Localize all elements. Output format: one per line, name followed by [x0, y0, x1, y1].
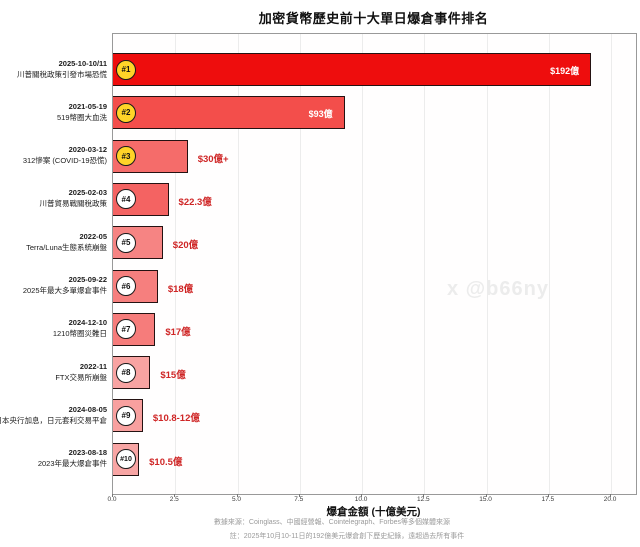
category-label: 2025-02-03 川普貿易戰關稅政策 [40, 187, 108, 209]
event-description: Terra/Luna生態系統崩盤 [26, 242, 107, 252]
tick-label: 15.0 [479, 496, 492, 503]
category-label: 2021-05-19 519幣圈大血洗 [57, 101, 107, 123]
category-label: 2025-10-10/11 川普關稅政策引發市場恐慌 [17, 58, 107, 80]
category-label: 2020-03-12 312慘案 (COVID-19恐慌) [23, 144, 107, 166]
tick-label: 2.5 [169, 496, 179, 503]
tick-label: 17.5 [541, 496, 555, 503]
event-date: 2020-03-12 [68, 145, 107, 155]
bar-rank-4 [113, 182, 169, 216]
value-label: $17億 [165, 326, 191, 338]
value-label: $18億 [167, 283, 194, 295]
event-description: 1210幣圈災難日 [52, 329, 107, 339]
tick-mark [236, 494, 238, 497]
category-label: 2023-08-18 2023年最大爆倉事件 [38, 447, 107, 469]
value-label: $30億+ [197, 153, 229, 165]
tick-mark [112, 494, 113, 497]
event-description: 2025年最大多單爆倉事件 [22, 286, 107, 295]
value-label: $10.5億 [149, 456, 183, 468]
rank-badge: #6 [116, 276, 136, 296]
event-description: 519幣圈大血洗 [56, 112, 107, 122]
x-axis-title: 爆倉金額 (十億美元) [326, 506, 421, 518]
event-description: 川普貿易戰關稅政策 [39, 199, 108, 209]
chart-title: 加密貨幣歷史前十大單日爆倉事件排名 [258, 11, 489, 26]
footnote: 註：2025年10月10-11日的192億美元爆倉創下歷史紀錄，遠超過去所有事件 [229, 533, 465, 540]
rank-badge: #9 [116, 405, 136, 426]
rank-badge: #7 [116, 319, 136, 340]
tick-mark [610, 494, 612, 497]
event-description: 日本央行加息，日元套利交易平倉 [0, 415, 107, 425]
bar-rank-1 [113, 53, 592, 86]
gridline [299, 34, 301, 494]
data-source-note: 數據來源：Coinglass、中國經營報、Cointelegraph、Forbe… [213, 519, 451, 526]
tick-label: 12.5 [416, 496, 430, 503]
value-label: $22.3億 [178, 196, 212, 208]
tick-mark [485, 494, 487, 497]
value-label: $93億 [308, 109, 333, 120]
value-label: $15億 [160, 370, 186, 382]
rank-badge: #1 [116, 59, 136, 80]
tick-label: 7.5 [294, 496, 304, 503]
event-date: 2025-09-22 [68, 275, 107, 284]
gridline [611, 34, 613, 494]
gridline [237, 34, 239, 494]
plot-area: x @b66ny #1 $192億 #2 $93億 #3 $30億+ #4 $22.3億 #5 $… [112, 33, 637, 495]
rank-badge: #3 [116, 146, 136, 167]
rank-badge: #8 [116, 362, 136, 383]
value-label: $192億 [550, 66, 580, 76]
tick-label: 5.0 [231, 496, 242, 503]
rank-badge: #4 [116, 189, 136, 210]
gridline [486, 34, 488, 494]
event-date: 2024-12-10 [68, 318, 107, 328]
tick-mark [298, 494, 300, 497]
event-date: 2023-08-18 [68, 448, 107, 458]
category-label: 2022-11 FTX交易所崩盤 [55, 361, 107, 383]
value-label: $10.8-12億 [152, 413, 200, 425]
rank-badge: #5 [116, 232, 136, 253]
gridline [175, 34, 177, 494]
category-label: 2025-09-22 2025年最大多單爆倉事件 [23, 274, 107, 296]
rank-badge: #10 [116, 449, 136, 470]
value-label: $20億 [172, 240, 199, 252]
event-date: 2025-02-03 [68, 188, 107, 198]
tick-mark [361, 494, 363, 497]
gridline [424, 34, 426, 494]
tick-label: 20.0 [603, 496, 617, 503]
tick-label: 10.0 [354, 496, 368, 503]
category-label: 2024-08-05 日本央行加息，日元套利交易平倉 [0, 404, 107, 426]
tick-label: 0.0 [107, 496, 117, 503]
event-date: 2021-05-19 [68, 101, 107, 111]
tick-mark [423, 494, 425, 497]
bar-rank-2 [113, 96, 345, 130]
category-label: 2022-05 Terra/Luna生態系統崩盤 [26, 231, 107, 253]
event-description: FTX交易所崩盤 [55, 372, 107, 382]
gridline [362, 34, 364, 494]
category-label: 2024-12-10 1210幣圈災難日 [53, 317, 107, 339]
rank-badge: #2 [116, 102, 136, 123]
gridline [548, 34, 550, 494]
event-date: 2022-05 [79, 231, 107, 241]
event-description: 312慘案 (COVID-19恐慌) [22, 156, 107, 166]
event-date: 2025-10-10/11 [58, 58, 107, 68]
tick-mark [547, 494, 549, 497]
event-description: 2023年最大爆倉事件 [37, 459, 107, 469]
event-date: 2024-08-05 [68, 404, 107, 414]
tick-mark [174, 494, 176, 497]
event-description: 川普關稅政策引發市場恐慌 [17, 69, 107, 79]
event-date: 2022-11 [79, 361, 107, 371]
watermark: x @b66ny [447, 278, 549, 300]
